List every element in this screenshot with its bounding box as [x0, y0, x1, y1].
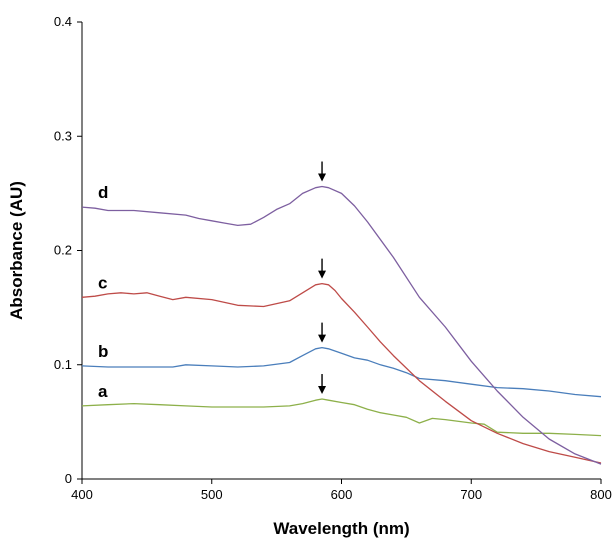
axis-ticks: 0 0.1 0.2 0.3 0.4 400 500 600 700 800 [54, 14, 612, 502]
x-tick-label: 400 [71, 487, 93, 502]
y-axis-title: Absorbance (AU) [7, 181, 26, 320]
plot-area [81, 22, 601, 480]
x-tick-label: 500 [201, 487, 223, 502]
series-label-a: a [98, 382, 108, 401]
y-tick-label: 0.2 [54, 243, 72, 258]
series-label-b: b [98, 342, 108, 361]
series-line-c [81, 282, 602, 464]
peak-arrow-d [318, 161, 327, 182]
x-axis-title: Wavelength (nm) [273, 519, 409, 538]
x-tick-label: 600 [331, 487, 353, 502]
peak-arrows [318, 161, 327, 395]
peak-arrow-c [318, 258, 327, 279]
series-label-d: d [98, 183, 108, 202]
series-line-b [81, 346, 602, 398]
y-tick-label: 0.3 [54, 128, 72, 143]
series-line-d [81, 185, 602, 465]
peak-arrow-b [318, 322, 327, 343]
x-tick-label: 700 [460, 487, 482, 502]
series-label-c: c [98, 273, 107, 292]
y-tick-label: 0.1 [54, 357, 72, 372]
x-tick-label: 800 [590, 487, 612, 502]
series-lines [81, 185, 602, 465]
y-tick-label: 0.4 [54, 14, 72, 29]
y-tick-label: 0 [65, 471, 72, 486]
series-line-a [81, 398, 602, 437]
series-labels: a b c d [98, 183, 108, 401]
peak-arrow-a [318, 374, 327, 395]
